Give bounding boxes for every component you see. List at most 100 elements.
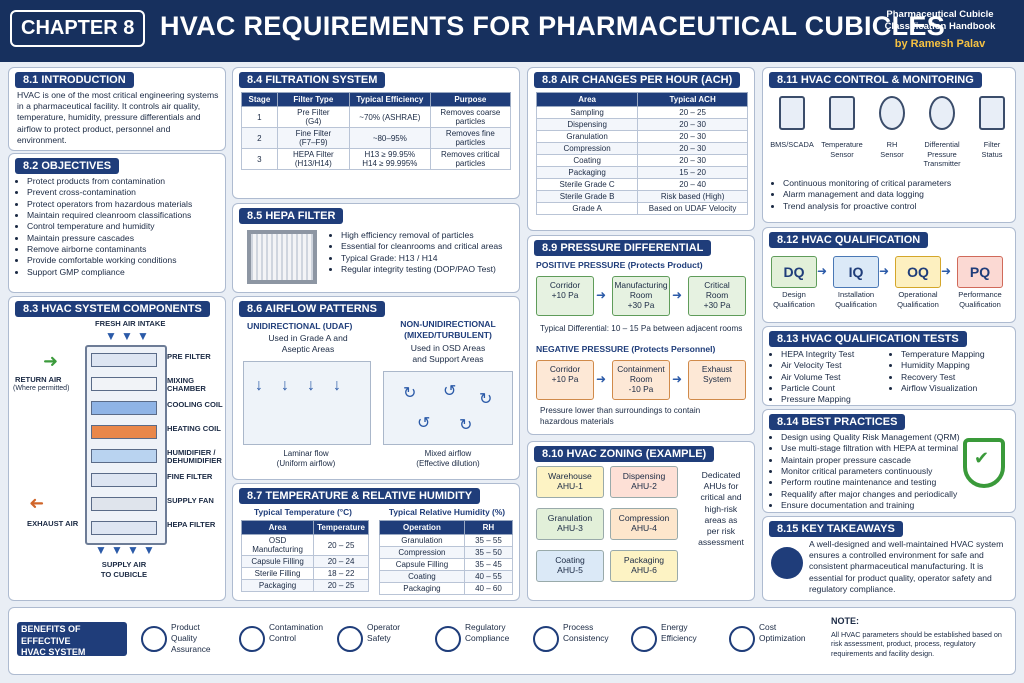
hepa-image [247, 230, 317, 284]
header-row: Operation RH [379, 520, 514, 535]
device-icon [979, 96, 1005, 130]
component-label: HEPA FILTER [167, 520, 216, 529]
benefit-icon [239, 626, 265, 652]
header-cell: Typical Efficiency [348, 92, 431, 107]
list-item: Remove airborne contaminants [27, 244, 232, 255]
cell: 35 – 55 [463, 534, 514, 547]
pos-title: POSITIVE PRESSURE (Protects Product) [536, 260, 703, 270]
zone: Packaging AHU-6 [610, 550, 678, 582]
pos-note: Typical Differential: 10 – 15 Pa between… [540, 324, 743, 333]
row: Packaging 40 – 60 [379, 582, 514, 595]
rh-title: Typical Relative Humidity (%) [388, 507, 506, 517]
pressure-node: Corridor +10 Pa [536, 360, 594, 400]
benefit-label: Process Consistency [563, 622, 609, 643]
list-item: Alarm management and data logging [783, 189, 1023, 200]
arrow: ↓ [333, 377, 341, 394]
cell: 40 – 60 [463, 582, 514, 595]
section-title: 8.12 HVAC QUALIFICATION [769, 232, 929, 248]
component-label: HEATING COIL [167, 424, 221, 433]
author: by Ramesh Palav [894, 38, 986, 50]
section-title: 8.4 FILTRATION SYSTEM [239, 72, 386, 88]
cell: Pre Filter (G4) [276, 106, 350, 128]
benefit-label: Energy Efficiency [661, 622, 697, 643]
panel: 8.14 BEST PRACTICES Design using Quality … [762, 409, 1016, 513]
table: Area Typical ACH Sampling 20 – 25 Dispensing… [535, 92, 748, 215]
device-label: Filter Status [981, 140, 1003, 159]
list: Temperature MappingHumidity MappingRecov… [889, 349, 1024, 394]
component-label: SUPPLY FAN [167, 496, 214, 505]
cell: Capsule Filling [240, 555, 315, 568]
cell: 35 – 50 [463, 546, 514, 559]
arrow: ↻ [459, 417, 473, 434]
row: Sterile Grade C 20 – 40 [535, 178, 748, 191]
non-caption: Mixed airflow (Effective dilution) [416, 449, 480, 469]
exhaust-air: EXHAUST AIR [27, 519, 79, 528]
uni-title: UNIDIRECTIONAL (UDAF) [247, 321, 353, 331]
section-title: 8.15 KEY TAKEAWAYS [769, 521, 903, 537]
list-item: Use multi-stage filtration with HEPA at … [781, 443, 971, 454]
header-cell: RH [463, 520, 514, 535]
table: Operation RH Granulation 35 – 55 Compression… [379, 520, 514, 595]
list-item: Temperature Mapping [901, 349, 1024, 360]
list-item: Support GMP compliance [27, 267, 232, 278]
arrow: ▼ [143, 543, 155, 557]
list-item: Humidity Mapping [901, 360, 1024, 371]
cell: ~80–95% [348, 127, 431, 149]
zone: Compression AHU-4 [610, 508, 678, 540]
row: Granulation 35 – 55 [379, 534, 514, 547]
cell: 20 – 24 [313, 555, 369, 568]
section-title: 8.11 HVAC CONTROL & MONITORING [769, 72, 982, 88]
section-title: 8.9 PRESSURE DIFFERENTIAL [534, 240, 712, 256]
cell: 20 – 25 [313, 579, 369, 592]
benefit-icon [337, 626, 363, 652]
row: Packaging 15 – 20 [535, 166, 748, 179]
cell: ~70% (ASHRAE) [348, 106, 431, 128]
header: CHAPTER 8 HVAC REQUIREMENTS FOR PHARMACE… [0, 0, 1024, 62]
cell: Granulation [535, 130, 639, 143]
list-item: Air Volume Test [781, 372, 901, 383]
zone: Dispensing AHU-2 [610, 466, 678, 498]
cell: 18 – 22 [313, 567, 369, 580]
list-item: Regular integrity testing (DOP/PAO Test) [341, 264, 526, 275]
chapter: CHAPTER 8 [10, 10, 146, 47]
component-label: COOLING COIL [167, 400, 223, 409]
cell: Dispensing [535, 118, 639, 131]
list: Continuous monitoring of critical parame… [771, 178, 1023, 212]
row: Granulation 20 – 30 [535, 130, 748, 143]
component [91, 473, 157, 487]
arrow: ✔ [974, 448, 990, 468]
cell: Capsule Filling [379, 558, 465, 571]
list-item: Requalify after major changes and period… [781, 489, 971, 500]
list-item: Recovery Test [901, 372, 1024, 383]
list-item: Protect products from contamination [27, 176, 232, 187]
arrow: ▼ [137, 329, 149, 343]
zone: Coating AHU-5 [536, 550, 604, 582]
return-note: (Where permitted) [13, 385, 70, 392]
arrow: ↺ [417, 415, 431, 432]
row: OSD Manufacturing 20 – 25 [240, 534, 369, 556]
footer: BENEFITS OF EFFECTIVE HVAC SYSTEM Product… [8, 607, 1016, 675]
header-cell: Area [240, 520, 315, 535]
arrow: ▼ [105, 329, 117, 343]
panel: 8.8 AIR CHANGES PER HOUR (ACH) Area Typica… [527, 67, 755, 231]
benefit-icon [435, 626, 461, 652]
benefit-label: Contamination Control [269, 622, 324, 643]
arrow: ➜ [596, 372, 607, 386]
cell: 20 – 30 [637, 118, 748, 131]
header-row: Area Typical ACH [535, 92, 748, 107]
device-icon [879, 96, 905, 130]
panel: 8.5 HEPA FILTERHigh efficiency removal o… [232, 203, 520, 293]
row: Coating 40 – 55 [379, 570, 514, 583]
list-item: Monitor critical parameters continuously [781, 466, 971, 477]
zone: Granulation AHU-3 [536, 508, 604, 540]
panel: 8.15 KEY TAKEAWAYS A well-designed and we… [762, 516, 1016, 601]
arrow: ➜ [43, 351, 59, 371]
arrow: ➜ [941, 264, 952, 278]
panel: 8.6 AIRFLOW PATTERNS UNIDIRECTIONAL (UDAF… [232, 296, 520, 480]
row: Grade A Based on UDAF Velocity [535, 202, 748, 215]
component [91, 353, 157, 367]
list: Protect products from contaminationPreve… [15, 176, 232, 278]
table: Stage Filter Type Typical Efficiency Purpos… [241, 92, 512, 170]
book: Pharmaceutical Cubicle Classification Ha… [884, 9, 996, 33]
arrow: ↻ [403, 385, 417, 402]
